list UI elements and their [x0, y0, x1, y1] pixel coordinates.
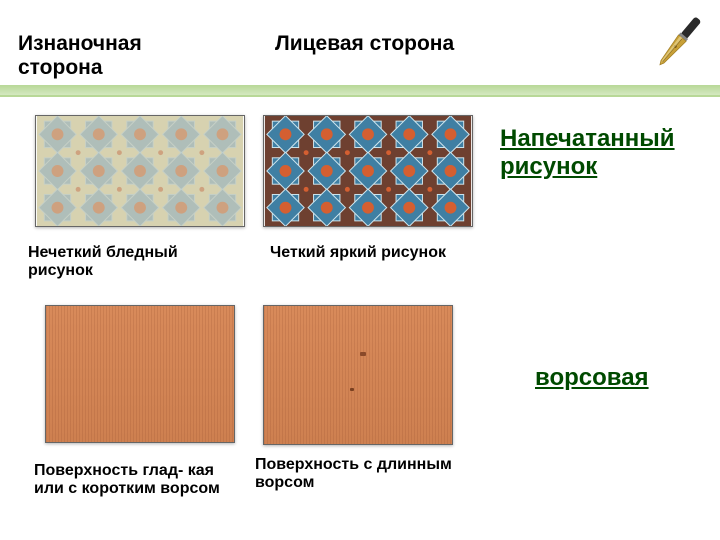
caption-long-pile: Поверхность с длинным ворсом [255, 456, 495, 492]
caption-short-pile: Поверхность глад- кая или с коротким вор… [34, 462, 234, 498]
swatch-printed-wrong-side [35, 115, 245, 227]
column-header-right-side: Лицевая сторона [275, 32, 495, 56]
header-green-band [0, 85, 720, 95]
swatch-pile-wrong-side [45, 305, 235, 443]
column-header-wrong-side: Изнаночная сторона [18, 32, 198, 80]
caption-sharp-pattern: Четкий яркий рисунок [270, 244, 490, 262]
swatch-pile-right-side [263, 305, 453, 445]
header-green-lines [0, 95, 720, 97]
row-label-pile: ворсовая [535, 364, 649, 392]
fountain-pen-icon [634, 8, 714, 88]
row-label-printed: Напечатанный рисунок [500, 125, 720, 181]
swatch-printed-right-side [263, 115, 473, 227]
caption-faint-pattern: Нечеткий бледный рисунок [28, 244, 228, 280]
